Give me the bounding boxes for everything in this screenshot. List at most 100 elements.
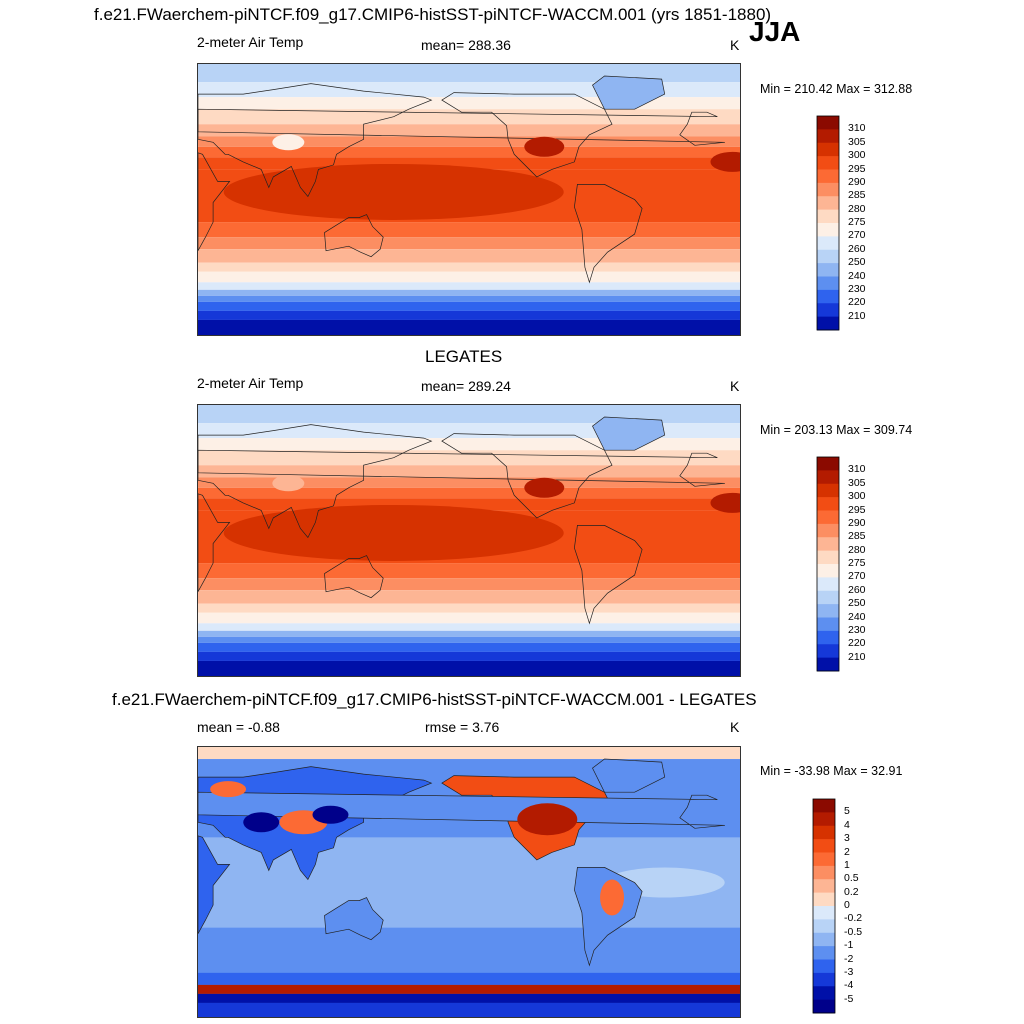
temp-colorbar-swatch [817,182,839,197]
continent-africa [198,835,231,934]
diff-colorbar-label: 3 [844,832,850,845]
diff-colorbar-swatch [813,852,835,867]
diff-colorbar-label: -4 [844,979,854,992]
temp-colorbar-swatch [817,483,839,498]
temp-colorbar-label: 260 [848,242,866,255]
temp-colorbar-swatch [817,169,839,184]
continent-southamerica [574,525,643,625]
panel-3-minmax: Min = -33.98 Max = 32.91 [760,764,903,778]
temp-colorbar-swatch [817,577,839,592]
continent-europe [198,449,725,487]
temp-colorbar-swatch [817,236,839,251]
diff-colorbar-label: 1 [844,858,850,871]
panel-3-colorbar: 5 4 3 2 1 0.5 0.2 0 -0.2 -0.5 -1 -2 -3 -4 -5 [812,798,922,1014]
diff-colorbar-swatch [813,906,835,920]
continent-northamerica [441,433,613,519]
continent-greenland [592,416,666,451]
diff-colorbar-swatch [813,999,835,1014]
temp-colorbar-label: 305 [848,476,866,489]
temp-colorbar-label: 310 [848,122,866,135]
diff-colorbar-swatch [813,825,835,840]
temp-colorbar-swatch [817,196,839,211]
temp-colorbar-swatch [817,510,839,525]
continent-northamerica [441,92,613,178]
panel-2-title: LEGATES [425,347,503,366]
temp-colorbar-label: 220 [848,637,866,650]
panel-1-colorbar: 310 305 300 295 290 285 280 275 270 260 250 240 230 2… [816,115,926,331]
temp-colorbar-swatch [817,604,839,618]
panel-2-colorbar: 310 305 300 295 290 285 280 275 270 260 250 240 230 2… [816,456,926,672]
temp-colorbar-label: 280 [848,543,866,556]
diff-colorbar-label: 0 [844,899,850,911]
temp-colorbar-label: 300 [848,490,866,503]
temp-colorbar-label: 230 [848,623,866,636]
diff-colorbar-swatch [813,812,835,827]
temp-colorbar-label: 300 [848,149,866,162]
panel-1-title: f.e21.FWaerchem-piNTCF.f09_g17.CMIP6-his… [94,5,772,24]
continent-australia [324,555,384,599]
panel-2-units: K [730,378,740,394]
diff-colorbar-label: 4 [844,818,850,831]
diff-colorbar-swatch [813,972,835,987]
continent-africa [198,493,231,592]
diff-colorbar-label: -0.2 [844,912,863,925]
temp-colorbar-swatch [817,644,839,659]
continent-australia [324,897,384,941]
panel-2-mean: mean= 289.24 [421,378,511,394]
temp-colorbar-label: 285 [848,530,866,543]
diff-colorbar-label: -0.5 [844,925,863,938]
temp-colorbar-swatch [817,303,839,318]
temp-colorbar-label: 305 [848,135,866,148]
temp-colorbar-swatch [817,590,839,605]
temp-colorbar-swatch [817,316,839,331]
temp-colorbar-swatch [817,276,839,291]
temp-colorbar-swatch [817,550,839,565]
temp-colorbar-swatch [817,156,839,170]
temp-colorbar-swatch [817,523,839,538]
diff-colorbar-label: -1 [844,939,854,952]
diff-colorbar-swatch [813,865,835,880]
panel-1-variable: 2-meter Air Temp [197,34,304,50]
temp-colorbar-swatch [817,116,839,130]
temp-colorbar-swatch [817,470,839,485]
temp-colorbar-swatch [817,129,839,144]
panel-1-mean: mean= 288.36 [421,37,511,53]
diff-colorbar-label: 2 [844,845,850,858]
panel-2-variable: 2-meter Air Temp [197,375,304,391]
panel-1-units: K [730,37,740,53]
diff-colorbar-swatch [813,879,835,894]
panel-3-mean: mean = -0.88 [197,719,280,735]
diff-colorbar-swatch [813,919,835,934]
panel-2-minmax: Min = 203.13 Max = 309.74 [760,423,913,437]
panel-3-units: K [730,719,740,735]
continent-southamerica [574,184,643,284]
temp-colorbar-swatch [817,209,839,224]
temp-colorbar-label: 310 [848,463,866,476]
diff-colorbar-swatch [813,946,835,960]
temp-colorbar-swatch [817,249,839,264]
diff-colorbar-swatch [813,799,835,813]
temp-colorbar-swatch [817,142,839,157]
temp-colorbar-label: 250 [848,597,866,610]
diff-colorbar-swatch [813,959,835,974]
temp-colorbar-swatch [817,657,839,672]
diff-colorbar-label: -5 [844,992,854,1005]
temp-colorbar-label: 280 [848,202,866,215]
temp-colorbar-swatch [817,537,839,552]
diff-colorbar-label: 5 [844,805,850,818]
temp-colorbar-label: 275 [848,216,866,228]
panel-3-rmse: rmse = 3.76 [425,719,500,735]
continent-australia [324,214,384,258]
temp-colorbar-label: 210 [848,309,866,322]
continent-europe [198,108,725,146]
diff-colorbar-label: -3 [844,965,854,978]
diff-colorbar-label: 0.2 [844,885,859,898]
temp-colorbar-label: 250 [848,256,866,269]
temp-colorbar-label: 230 [848,282,866,295]
diff-colorbar-swatch [813,932,835,947]
temp-colorbar-label: 285 [848,189,866,202]
continent-eurasia [198,83,433,198]
temp-colorbar-label: 290 [848,175,866,188]
temp-colorbar-swatch [817,263,839,277]
